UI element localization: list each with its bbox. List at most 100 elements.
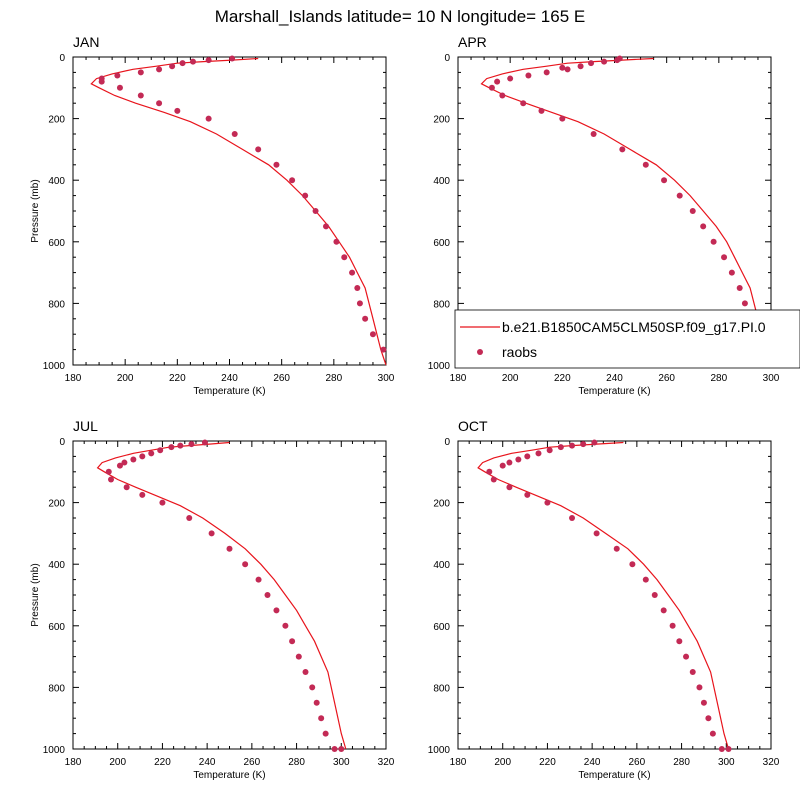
- raobs-point: [741, 300, 748, 307]
- raobs-point: [490, 476, 497, 483]
- x-tick-label: 280: [288, 757, 305, 768]
- raobs-point: [123, 484, 130, 491]
- panel-title: JAN: [73, 34, 99, 50]
- raobs-point: [559, 115, 566, 122]
- x-axis-label: Temperature (K): [193, 770, 265, 781]
- raobs-point: [273, 607, 280, 614]
- raobs-point: [302, 669, 309, 675]
- panel-title: OCT: [458, 418, 488, 434]
- y-tick-label: 1000: [43, 361, 66, 372]
- raobs-point: [669, 622, 676, 629]
- raobs-point: [282, 622, 289, 629]
- raobs-point: [116, 462, 123, 469]
- y-tick-label: 600: [433, 622, 450, 633]
- raobs-point: [488, 84, 495, 91]
- panel-jan: 180 200 220 240 260 280 300 0 200 400 600 800 1000 JA…: [30, 34, 395, 397]
- raobs-point: [302, 192, 309, 199]
- raobs-point: [356, 300, 363, 307]
- y-tick-label: 0: [59, 437, 65, 448]
- y-tick-label: 1000: [43, 745, 66, 756]
- raobs-point: [108, 476, 115, 483]
- legend-obs-label: raobs: [502, 344, 537, 360]
- raobs-point: [642, 576, 649, 583]
- y-tick-label: 400: [433, 560, 450, 571]
- y-tick-label: 200: [433, 115, 450, 126]
- raobs-point: [718, 746, 725, 752]
- raobs-point: [189, 58, 196, 65]
- raobs-point: [696, 684, 703, 691]
- raobs-point: [499, 462, 506, 469]
- y-tick-label: 600: [48, 238, 65, 249]
- raobs-point: [264, 592, 271, 598]
- raobs-point: [700, 699, 707, 706]
- raobs-point: [591, 439, 598, 446]
- x-tick-label: 260: [658, 373, 675, 384]
- x-tick-label: 260: [273, 373, 290, 384]
- y-tick-label: 200: [433, 499, 450, 510]
- raobs-point: [105, 468, 112, 475]
- raobs-point: [580, 441, 587, 448]
- raobs-point: [515, 456, 522, 463]
- raobs-point: [689, 208, 696, 214]
- x-tick-label: 240: [584, 757, 601, 768]
- raobs-point: [721, 254, 728, 261]
- raobs-point: [486, 468, 493, 475]
- raobs-point: [590, 131, 597, 137]
- raobs-point: [593, 530, 600, 537]
- figure-title: Marshall_Islands latitude= 10 N longitud…: [215, 7, 585, 26]
- raobs-point: [538, 107, 545, 114]
- raobs-point: [318, 715, 325, 722]
- plot-frame: [72, 440, 387, 750]
- raobs-point: [322, 730, 329, 737]
- model-profile-line: [477, 441, 730, 750]
- raobs-point: [569, 515, 576, 521]
- raobs-point: [114, 72, 121, 79]
- raobs-point: [507, 75, 514, 82]
- raobs-point: [728, 269, 735, 276]
- raobs-point: [338, 746, 345, 752]
- y-tick-label: 0: [444, 53, 450, 64]
- y-tick-label: 200: [48, 115, 65, 126]
- raobs-point: [121, 459, 128, 466]
- x-tick-label: 220: [154, 757, 171, 768]
- raobs-point: [710, 238, 717, 245]
- panel-title: APR: [458, 34, 487, 50]
- raobs-point: [116, 84, 123, 91]
- legend-model-label: b.e21.B1850CAM5CLM50SP.f09_g17.PI.0: [502, 319, 766, 335]
- raobs-point: [289, 638, 296, 645]
- raobs-point: [524, 453, 531, 460]
- x-tick-label: 280: [673, 757, 690, 768]
- raobs-point: [380, 346, 387, 353]
- legend-box: [454, 309, 800, 369]
- raobs-point: [174, 107, 181, 114]
- raobs-point: [255, 576, 262, 583]
- x-tick-label: 180: [65, 757, 82, 768]
- raobs-point: [169, 63, 176, 70]
- raobs-point: [535, 450, 542, 457]
- raobs-point: [544, 499, 551, 506]
- raobs-point: [362, 315, 369, 322]
- raobs-point: [725, 746, 732, 752]
- raobs-point: [242, 561, 249, 568]
- panel-oct: 180 200 220 240 260 280 300 320 0 200 400 600 800 100…: [428, 418, 780, 781]
- raobs-point: [736, 285, 743, 291]
- raobs-point: [341, 254, 348, 261]
- x-tick-label: 180: [65, 373, 82, 384]
- y-tick-label: 600: [48, 622, 65, 633]
- model-profile-line: [90, 57, 387, 366]
- y-tick-label: 800: [48, 683, 65, 694]
- y-tick-label: 800: [433, 683, 450, 694]
- raobs-point: [323, 223, 330, 230]
- raobs-point: [613, 545, 620, 552]
- raobs-point: [676, 638, 683, 645]
- y-tick-label: 1000: [428, 745, 451, 756]
- x-tick-label: 240: [606, 373, 623, 384]
- raobs-point: [661, 177, 668, 184]
- raobs-point: [168, 444, 175, 451]
- y-tick-label: 1000: [428, 361, 451, 372]
- raobs-point: [683, 653, 690, 660]
- raobs-point: [309, 684, 316, 691]
- x-tick-label: 220: [539, 757, 556, 768]
- x-tick-label: 200: [502, 373, 519, 384]
